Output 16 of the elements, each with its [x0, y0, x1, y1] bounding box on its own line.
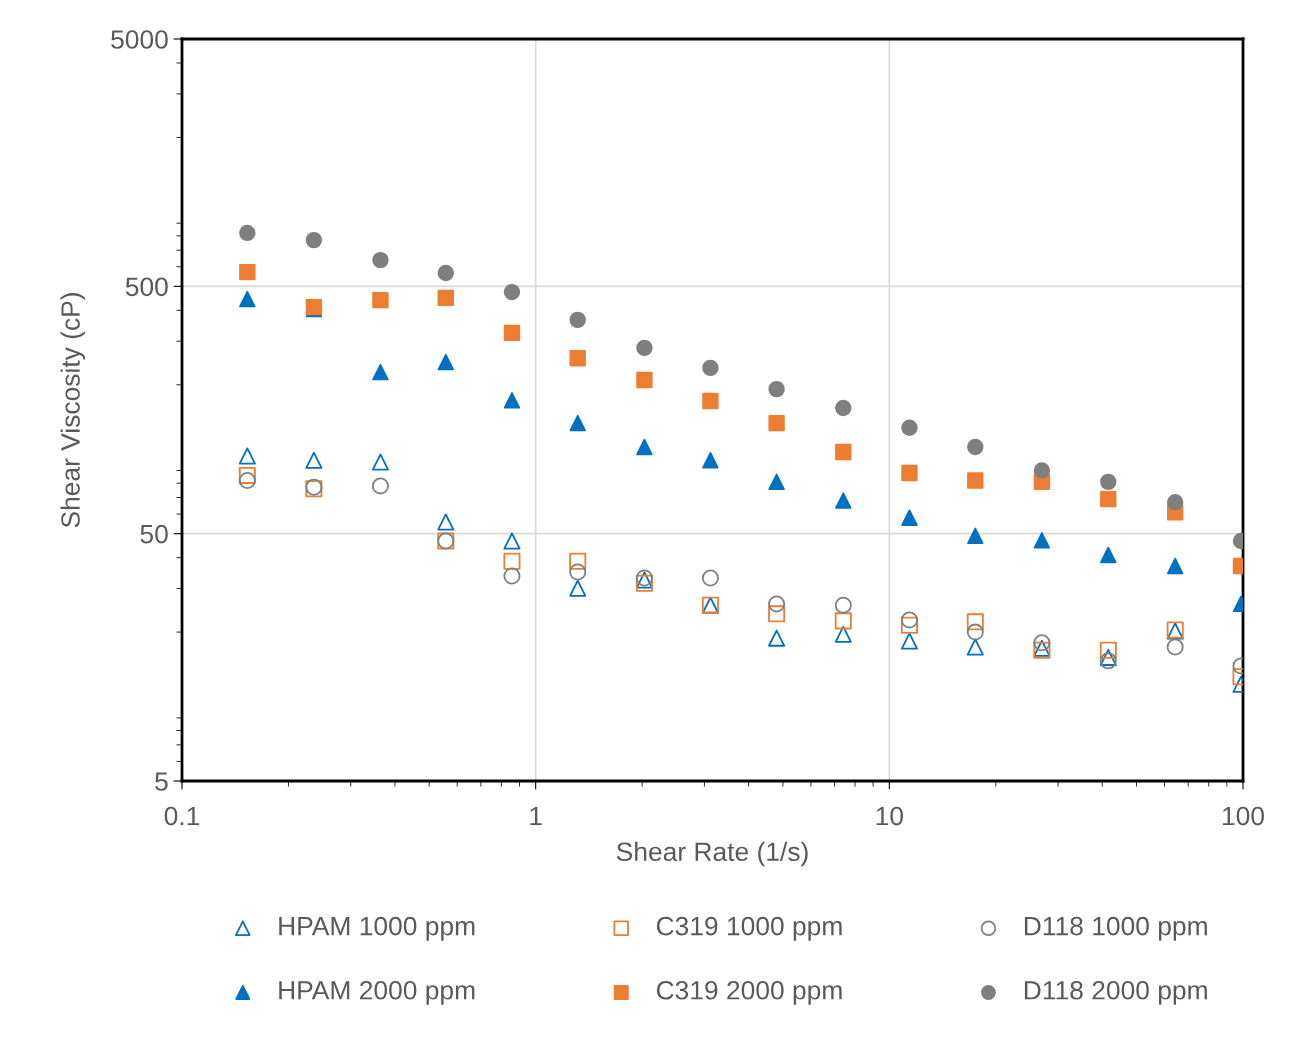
x-tick-label: 10 [876, 806, 903, 826]
x-axis-title: Shear Rate (1/s) [616, 841, 808, 867]
y-tick-label: 5 [155, 772, 168, 791]
x-tick-label: 0.1 [164, 806, 200, 826]
y-tick-label: 5000 [111, 30, 168, 49]
legend-label: D118 2000 ppm [1024, 980, 1207, 1005]
legend-label: HPAM 2000 ppm [279, 980, 475, 1005]
y-axis-title: Shear Viscosity (cP) [60, 293, 86, 528]
x-tick-label: 100 [1223, 806, 1264, 826]
y-tick-label: 50 [140, 524, 168, 544]
legend-label: C319 2000 ppm [656, 980, 842, 1005]
legend-label: HPAM 1000 ppm [279, 916, 475, 941]
legend-label: D118 1000 ppm [1024, 916, 1207, 941]
y-tick-label: 500 [125, 277, 168, 297]
legend-label: C319 1000 ppm [656, 916, 842, 941]
x-tick-label: 1 [530, 806, 542, 826]
